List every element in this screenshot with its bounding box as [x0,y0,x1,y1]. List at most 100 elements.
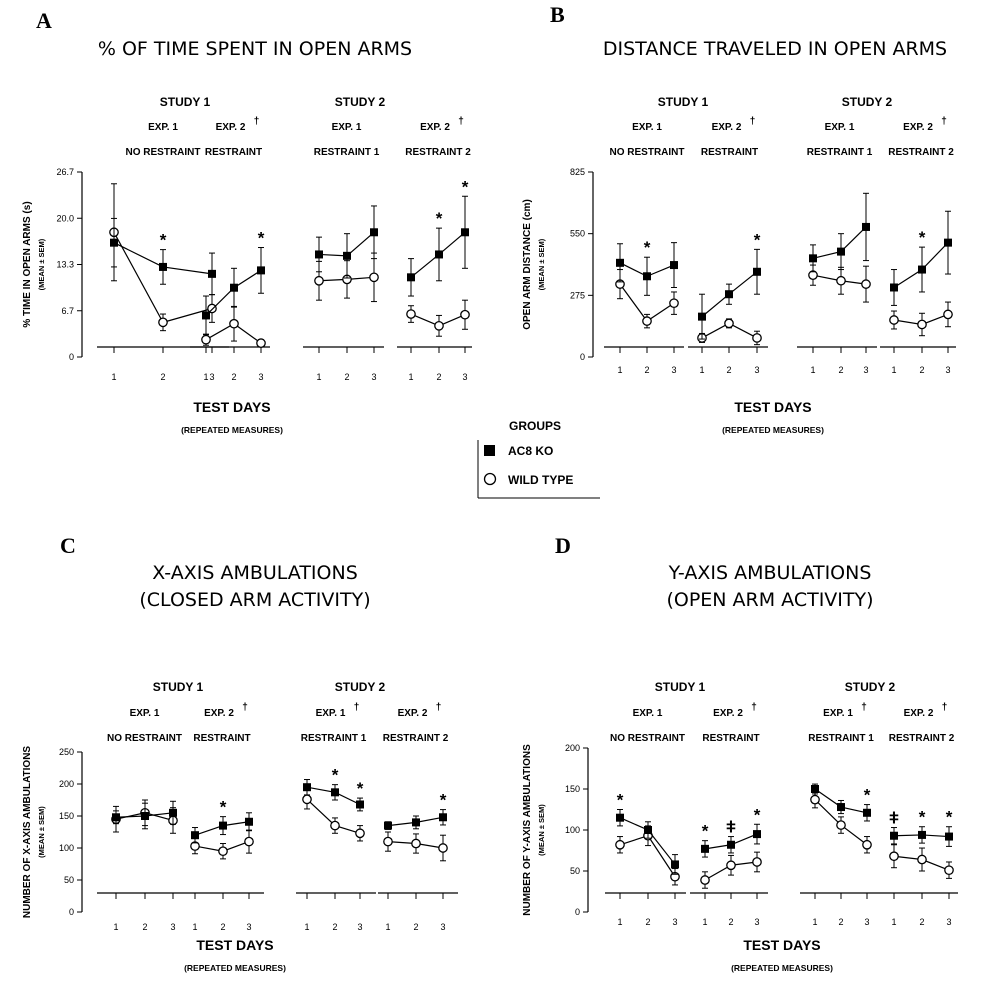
x-tick-label: 1 [617,917,622,927]
x-tick-label: 2 [645,917,650,927]
x-tick-label: 2 [838,365,843,375]
segment-1: EXP. 1 NO RESTRAINT 1 2 3 * [604,122,685,375]
dagger-mark: † [942,702,948,713]
segment-4: EXP. 2 † RESTRAINT 2 1 2 3 * [880,116,956,375]
significance-mark: * [332,766,339,785]
panel-title: % OF TIME SPENT IN OPEN ARMS [98,38,412,60]
ac8-ko-point [112,813,120,822]
panel-title: X-AXIS AMBULATIONS [152,562,358,584]
dagger-mark: † [750,116,756,127]
panel-letter: A [36,8,52,33]
y-axis-label: NUMBER OF Y-AXIS AMBULATIONS [522,744,533,916]
x-tick-label: 1 [408,372,413,382]
significance-mark: * [220,798,227,817]
wild-type-point [314,275,324,286]
wild-type-point [862,839,872,850]
wild-type-point [917,854,927,865]
x-tick-label: 2 [728,917,733,927]
significance-mark: * [357,779,364,798]
x-tick-label: 3 [754,917,759,927]
dagger-mark: † [861,702,867,713]
ac8-ko-point [616,258,624,267]
segment-4: EXP. 2 † RESTRAINT 2 1 2 3 ǂ * * [880,702,958,927]
dagger-mark: † [458,116,464,127]
exp-header: EXP. 2 [713,708,743,719]
x-tick-label: 1 [316,372,321,382]
x-tick-label: 2 [838,917,843,927]
wild-type-point [434,320,444,331]
ac8-ko-point [202,311,210,320]
ac8-ko-point [670,261,678,270]
significance-mark: * [436,209,443,228]
ac8-ko-point [245,817,253,826]
ac8-ko-point [809,254,817,263]
x-axis-subtitle: (REPEATED MEASURES) [184,963,286,973]
panel-c: C X-AXIS AMBULATIONS (CLOSED ARM ACTIVITY)… [22,533,458,973]
x-tick-label: 3 [357,922,362,932]
ac8-ko-point [837,803,845,812]
x-tick-label: 3 [671,365,676,375]
wild-type-point [218,846,228,857]
dagger-mark: † [242,702,248,713]
panel-letter: D [555,533,571,558]
wild-type-point [917,319,927,330]
dagger-mark: † [254,116,260,127]
x-tick-label: 3 [170,922,175,932]
panel-title: DISTANCE TRAVELED IN OPEN ARMS [603,38,947,60]
study-header: STUDY 1 [160,95,211,109]
panel-letter: B [550,2,565,27]
segment-3: EXP. 1 † RESTRAINT 1 1 2 3 * [800,702,880,927]
exp-header: EXP. 1 [632,122,662,133]
study-header: STUDY 1 [655,680,706,694]
ac8-ko-point [616,813,624,822]
panel-letter: C [60,533,76,558]
exp-header: EXP. 1 [332,122,362,133]
wild-type-point [861,279,871,289]
ac8-ko-point [110,238,118,247]
ac8-ko-point [461,228,469,237]
x-tick-label: 3 [946,917,951,927]
y-tick-label: 100 [565,825,580,835]
x-axis-subtitle: (REPEATED MEASURES) [731,963,833,973]
wild-type-point [615,839,625,850]
significance-mark: * [644,238,651,257]
wild-type-point [642,316,652,326]
segment-2: EXP. 2 † RESTRAINT 1 2 3 * ǂ * [690,702,768,927]
y-tick-label: 20.0 [56,213,74,223]
exp-condition: RESTRAINT [701,147,758,158]
exp-condition: NO RESTRAINT [610,733,685,744]
exp-header: EXP. 2 [204,708,234,719]
x-tick-label: 1 [385,922,390,932]
y-tick-label: 150 [565,784,580,794]
x-axis-title: TEST DAYS [193,399,270,415]
panel-title: Y-AXIS AMBULATIONS [668,562,872,584]
exp-header: EXP. 2 [420,122,450,133]
x-tick-label: 1 [891,365,896,375]
wild-type-point [943,309,953,320]
wild-type-point [229,318,239,329]
exp-condition: NO RESTRAINT [610,147,685,158]
study-header: STUDY 2 [842,95,893,109]
exp-header: EXP. 2 [903,122,933,133]
x-axis-subtitle: (REPEATED MEASURES) [722,425,824,435]
significance-mark: * [702,822,709,841]
segment-3: EXP. 1 † RESTRAINT 1 1 2 3 * * [296,702,376,932]
ac8-ko-point [671,860,679,869]
exp-header: EXP. 2 [216,122,246,133]
ac8-ko-point [643,272,651,281]
x-tick-label: 2 [220,922,225,932]
x-tick-label: 3 [440,922,445,932]
ac8-ko-point [811,785,819,793]
x-tick-label: 1 [203,372,208,382]
exp-condition: RESTRAINT 1 [808,733,874,744]
exp-condition: RESTRAINT 2 [888,147,954,158]
ac8-ko-point [918,265,926,274]
y-axis-sublabel: (MEAN ± SEM) [537,804,546,856]
exp-condition: RESTRAINT 2 [383,733,449,744]
ac8-ko-point [159,262,167,271]
x-tick-label: 2 [344,372,349,382]
segment-2: EXP. 2 † RESTRAINT 1 2 3 * [688,116,768,375]
exp-header: EXP. 2 [398,708,428,719]
wild-type-point [889,315,899,325]
wild-type-point [810,794,820,805]
